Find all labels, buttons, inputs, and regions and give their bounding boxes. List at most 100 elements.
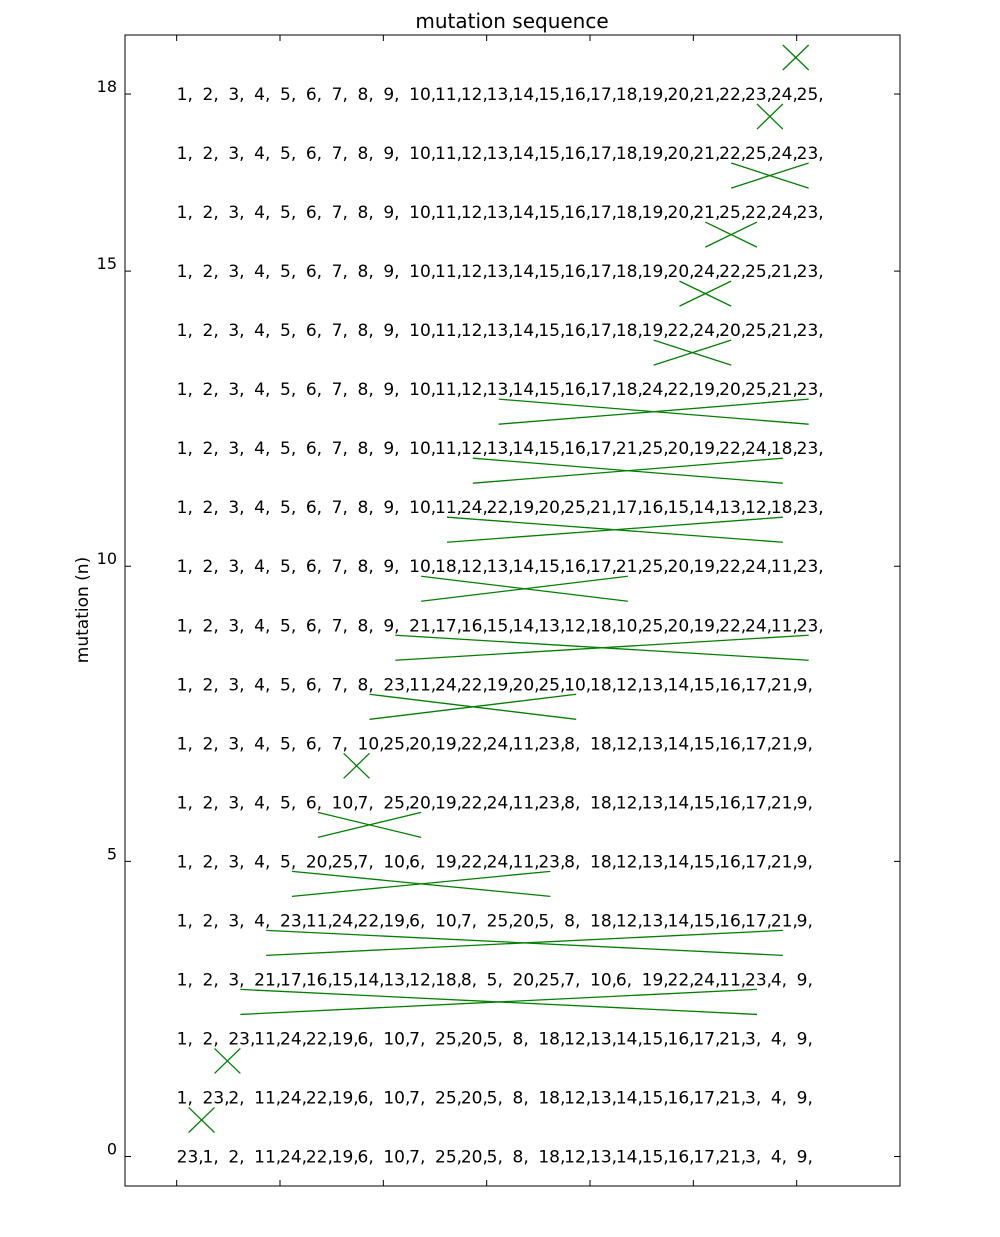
sequence-token: 1, — [177, 970, 193, 990]
sequence-row: 1, 2, 3, 4, 5, 6, 7, 8, 9, 10,11,12,13,14,15,16,1… — [177, 380, 824, 400]
sequence-token: 10, — [409, 262, 436, 282]
sequence-token: 23, — [538, 793, 565, 813]
sequence-token: 9, — [797, 1088, 813, 1108]
sequence-token: 9, — [383, 144, 399, 164]
sequence-token: 17, — [693, 1029, 720, 1049]
sequence-token: 13, — [487, 321, 514, 341]
sequence-token: 23, — [797, 203, 824, 223]
sequence-token: 25, — [538, 675, 565, 695]
reversal-line — [756, 103, 784, 130]
sequence-token: 7, — [332, 321, 348, 341]
sequence-token: 7, — [332, 616, 348, 636]
sequence-token: 11, — [435, 498, 462, 518]
sequence-token: 18, — [616, 321, 643, 341]
sequence-token: 25, — [383, 793, 410, 813]
sequence-token: 13, — [383, 970, 410, 990]
sequence-token: 4, — [254, 203, 270, 223]
sequence-token: 14, — [513, 616, 540, 636]
y-tick-label: 18 — [97, 77, 117, 96]
sequence-token: 21, — [616, 557, 643, 577]
y-tick-label: 5 — [107, 844, 117, 863]
sequence-token: 16, — [668, 1029, 695, 1049]
sequence-token: 7, — [358, 852, 374, 872]
sequence-token: 9, — [797, 734, 813, 754]
sequence-token: 15, — [538, 557, 565, 577]
sequence-token: 2, — [203, 911, 219, 931]
sequence-token: 11, — [435, 203, 462, 223]
sequence-token: 9, — [797, 911, 813, 931]
sequence-token: 19, — [642, 203, 669, 223]
sequence-token: 20, — [306, 852, 333, 872]
sequence-token: 5, — [538, 911, 554, 931]
sequence-token: 19, — [642, 970, 669, 990]
sequence-token: 3, — [228, 970, 244, 990]
sequence-token: 13, — [487, 203, 514, 223]
sequence-token: 16, — [719, 675, 746, 695]
sequence-token: 11, — [435, 380, 462, 400]
sequence-token: 15, — [538, 262, 565, 282]
sequence-token: 18, — [616, 144, 643, 164]
sequence-token: 1, — [177, 321, 193, 341]
sequence-token: 6, — [616, 970, 632, 990]
sequence-token: 9, — [383, 616, 399, 636]
sequence-token: 18, — [435, 970, 462, 990]
sequence-token: 1, — [177, 439, 193, 459]
sequence-token: 4, — [254, 557, 270, 577]
sequence-token: 1, — [177, 911, 193, 931]
sequence-token: 21, — [254, 970, 281, 990]
sequence-token: 10, — [564, 675, 591, 695]
sequence-token: 8, — [358, 439, 374, 459]
sequence-token: 17, — [280, 970, 307, 990]
sequence-token: 22, — [719, 85, 746, 105]
reversal-line — [730, 162, 809, 189]
sequence-token: 11, — [771, 557, 798, 577]
sequence-token: 17, — [590, 262, 617, 282]
sequence-token: 1, — [177, 262, 193, 282]
sequence-token: 16, — [642, 498, 669, 518]
sequence-token: 3, — [228, 498, 244, 518]
sequence-token: 22, — [461, 734, 488, 754]
sequence-token: 21, — [771, 380, 798, 400]
sequence-token: 21, — [771, 734, 798, 754]
sequence-token: 8, — [564, 793, 580, 813]
sequence-token: 12, — [461, 262, 488, 282]
sequence-token: 21, — [693, 203, 720, 223]
sequence-token: 20, — [668, 203, 695, 223]
sequence-token: 9, — [383, 321, 399, 341]
sequence-token: 19, — [642, 85, 669, 105]
sequence-token: 13, — [487, 262, 514, 282]
sequence-token: 8, — [564, 911, 580, 931]
sequence-token: 5, — [487, 1029, 503, 1049]
sequence-token: 2, — [203, 439, 219, 459]
sequence-token: 1, — [203, 1147, 219, 1167]
sequence-token: 18, — [435, 557, 462, 577]
sequence-token: 20, — [513, 970, 540, 990]
sequence-token: 19, — [435, 793, 462, 813]
sequence-token: 3, — [228, 144, 244, 164]
sequence-token: 8, — [358, 675, 374, 695]
sequence-token: 14, — [513, 557, 540, 577]
sequence-row: 1, 2, 23,11,24,22,19,6, 10,7, 25,20,5, 8, 18,1… — [177, 1029, 813, 1049]
sequence-token: 24, — [693, 970, 720, 990]
sequence-token: 19, — [693, 557, 720, 577]
sequence-token: 5, — [280, 852, 296, 872]
sequence-row: 1, 2, 3, 4, 5, 6, 7, 8, 9, 10,11,12,13,14,15,16,1… — [177, 321, 824, 341]
sequence-token: 21, — [771, 675, 798, 695]
sequence-token: 21, — [771, 321, 798, 341]
sequence-token: 6, — [306, 793, 322, 813]
sequence-token: 24, — [461, 498, 488, 518]
sequence-token: 21, — [771, 852, 798, 872]
sequence-token: 20, — [719, 321, 746, 341]
sequence-token: 9, — [797, 1147, 813, 1167]
sequence-token: 2, — [203, 675, 219, 695]
sequence-token: 13, — [590, 1088, 617, 1108]
sequence-token: 4, — [254, 911, 270, 931]
sequence-token: 7, — [332, 380, 348, 400]
sequence-token: 1, — [177, 1088, 193, 1108]
sequence-token: 5, — [280, 734, 296, 754]
sequence-token: 10, — [409, 557, 436, 577]
sequence-token: 15, — [332, 970, 359, 990]
sequence-token: 11, — [513, 852, 540, 872]
sequence-token: 2, — [203, 734, 219, 754]
